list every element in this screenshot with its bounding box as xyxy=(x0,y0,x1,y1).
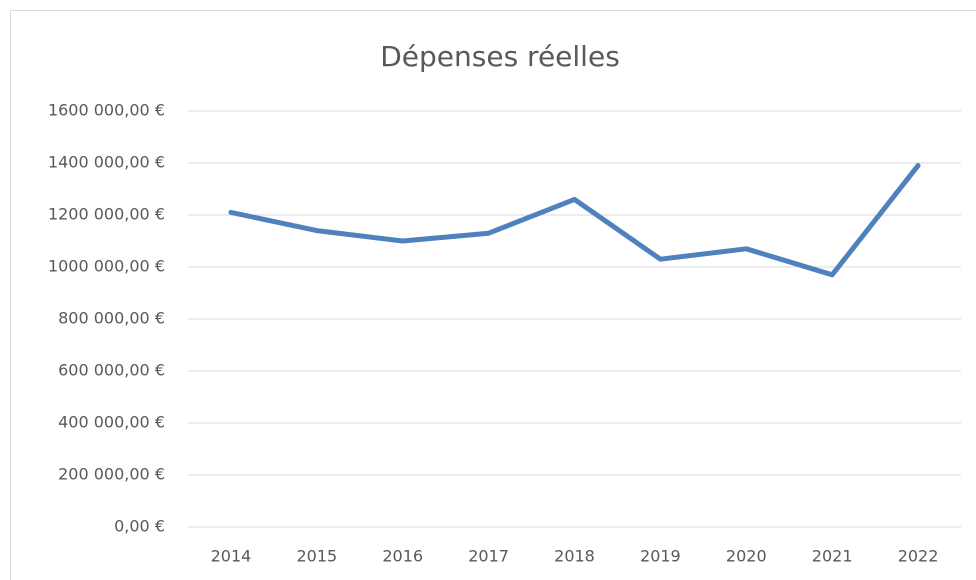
x-tick-label: 2015 xyxy=(296,547,337,566)
line-series xyxy=(228,163,921,278)
y-tick-label: 1600 000,00 € xyxy=(48,101,165,120)
y-tick-label: 1000 000,00 € xyxy=(48,257,165,276)
x-tick-label: 2018 xyxy=(554,547,595,566)
x-tick-label: 2017 xyxy=(468,547,509,566)
x-tick-label: 2014 xyxy=(211,547,252,566)
x-tick-label: 2022 xyxy=(898,547,939,566)
chart-title: Dépenses réelles xyxy=(380,40,620,73)
x-tick-label: 2016 xyxy=(382,547,423,566)
y-tick-label: 800 000,00 € xyxy=(58,309,165,328)
y-tick-label: 200 000,00 € xyxy=(58,465,165,484)
x-tick-label: 2019 xyxy=(640,547,681,566)
y-tick-label: 400 000,00 € xyxy=(58,413,165,432)
y-tick-label: 1200 000,00 € xyxy=(48,205,165,224)
chart-border xyxy=(10,10,976,580)
y-tick-label: 0,00 € xyxy=(114,517,165,536)
y-tick-label: 600 000,00 € xyxy=(58,361,165,380)
x-tick-label: 2021 xyxy=(812,547,853,566)
y-tick-label: 1400 000,00 € xyxy=(48,153,165,172)
x-tick-label: 2020 xyxy=(726,547,767,566)
